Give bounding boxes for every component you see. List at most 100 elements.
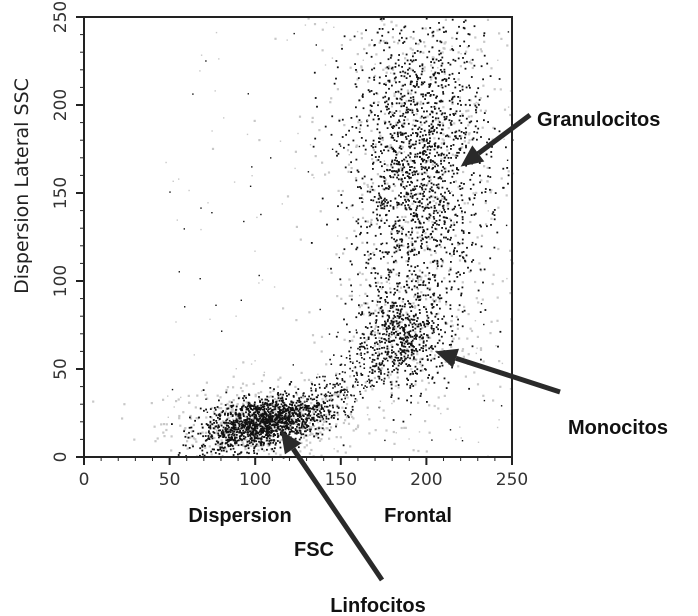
event-point [288,420,290,422]
haze-point [401,102,404,105]
event-point [416,325,419,328]
event-point [433,276,436,278]
event-point [471,345,474,348]
event-point [287,415,290,417]
event-point [294,428,297,430]
event-point [385,214,387,217]
event-point [413,161,415,164]
event-point [272,400,274,402]
haze-point [271,449,274,452]
event-point [418,139,421,142]
event-point [220,431,223,433]
event-point [418,39,421,42]
event-point [486,225,488,228]
haze-point [424,388,428,391]
event-point [432,328,435,330]
event-point [507,182,509,185]
event-point [402,228,404,231]
event-point [289,415,291,418]
event-point [390,54,393,56]
event-point [366,386,368,388]
haze-point [417,279,420,282]
event-point [292,415,295,417]
event-point [442,207,445,209]
haze-point [373,344,376,347]
haze-point [273,397,277,401]
event-point [219,429,221,432]
event-point [447,229,450,232]
event-point [415,298,418,301]
haze-point [392,430,395,434]
haze-point [464,375,467,378]
event-point [477,441,480,443]
event-point [243,220,245,223]
event-point [268,430,271,433]
event-point [422,280,425,283]
haze-point [427,182,430,185]
event-point [440,265,443,268]
event-point [428,145,431,147]
event-point [390,383,393,386]
event-point [357,218,360,221]
haze-point [396,376,399,379]
event-point [465,254,468,257]
event-point [429,27,432,29]
event-point [399,97,402,100]
event-point [269,412,272,415]
haze-point [373,334,376,337]
event-point [493,214,496,216]
event-point [436,262,439,265]
event-point [432,212,435,215]
event-point [405,341,408,343]
event-point [383,180,386,183]
event-point [446,187,449,190]
event-point [407,342,410,344]
event-point [463,40,466,43]
haze-point [509,249,512,252]
event-point [410,344,412,346]
event-point [391,304,394,307]
event-point [288,433,290,436]
event-point [367,338,370,340]
haze-point [401,52,405,55]
event-point [292,364,294,366]
haze-point [293,417,296,420]
event-point [437,183,440,186]
event-point [425,184,428,187]
event-point [387,58,390,61]
haze-point [490,189,493,192]
event-point [271,395,274,398]
event-point [224,413,226,416]
event-point [423,183,426,186]
event-point [400,148,403,150]
event-point [394,359,396,362]
event-point [287,428,290,430]
event-point [377,118,380,121]
event-point [396,133,399,136]
haze-point [424,161,427,165]
event-point [427,175,429,178]
event-point [398,64,400,67]
haze-point [243,396,246,399]
haze-point [361,193,364,196]
haze-point [441,122,444,125]
haze-point [360,32,363,35]
event-point [492,211,495,213]
event-point [273,439,275,441]
event-point [435,326,438,329]
haze-point [419,362,422,365]
haze-point [153,425,156,428]
haze-point [484,201,487,205]
event-point [422,347,424,350]
event-point [207,435,210,437]
event-point [391,84,393,87]
event-point [337,331,339,334]
event-point [439,365,441,368]
event-point [384,291,387,293]
event-point [462,114,464,117]
haze-point [274,409,277,412]
event-point [454,131,457,134]
event-point [204,439,207,442]
event-point [476,138,478,141]
event-point [419,135,422,138]
